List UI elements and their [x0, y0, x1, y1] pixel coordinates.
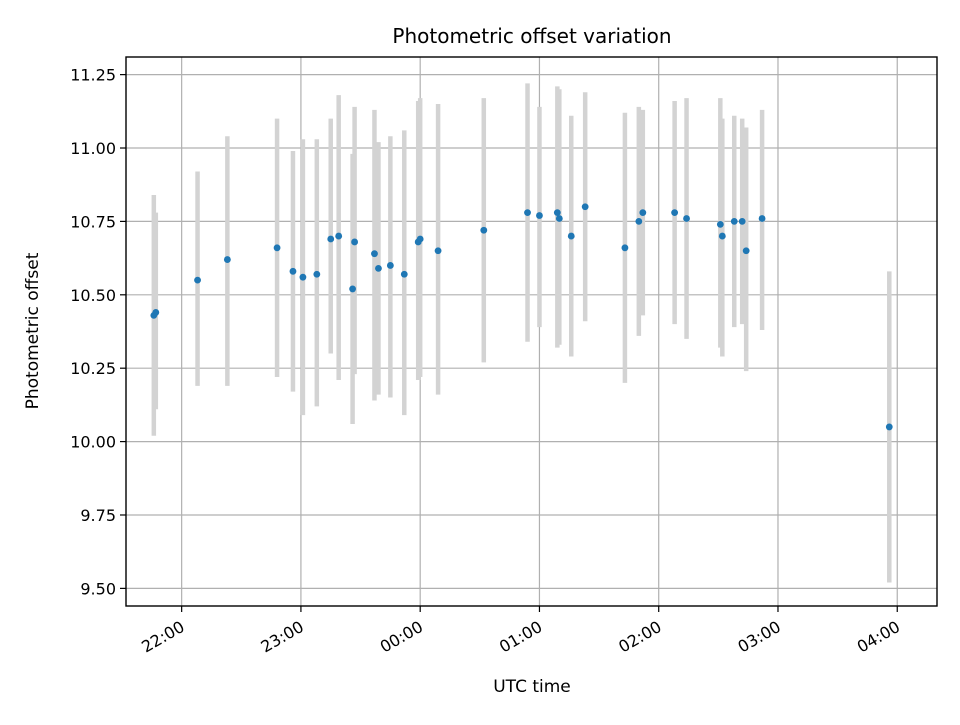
data-point: [327, 235, 335, 243]
data-point: [375, 264, 382, 272]
data-point: [524, 209, 531, 216]
data-point: [480, 226, 488, 234]
data-point: [313, 270, 321, 278]
x-tick-label: 02:00: [615, 617, 664, 657]
data-point: [536, 212, 543, 219]
y-tick-label: 10.25: [70, 359, 116, 378]
x-axis-ticks: 22:00 23:00 00:00 01:00 02:00 03:00 04:00: [138, 606, 903, 657]
error-bars: [151, 83, 892, 583]
y-axis-label: Photometric offset: [23, 252, 43, 409]
x-tick-label: 23:00: [257, 617, 306, 657]
x-tick-label: 22:00: [138, 617, 187, 657]
y-axis-ticks: 9.50 9.75 10.00 10.25 10.50 10.75 11.00 11.25: [70, 66, 126, 598]
data-point: [555, 215, 563, 222]
data-point: [581, 203, 589, 211]
data-point: [742, 247, 750, 255]
data-point: [885, 423, 893, 431]
y-tick-label: 9.75: [80, 506, 116, 525]
plot-frame: [125, 56, 938, 607]
data-point: [683, 215, 690, 222]
data-point: [416, 235, 424, 243]
data-point: [738, 218, 746, 225]
y-tick-label: 10.75: [70, 212, 116, 231]
data-point: [223, 256, 231, 263]
data-point: [194, 276, 201, 284]
x-axis-label: UTC time: [493, 677, 571, 697]
data-point: [730, 218, 738, 225]
data-point: [289, 267, 297, 275]
grid: [126, 57, 937, 606]
chart-title: Photometric offset variation: [392, 24, 671, 48]
data-point: [400, 270, 408, 278]
data-point: [635, 218, 643, 225]
data-point: [386, 262, 394, 269]
x-tick-label: 01:00: [496, 617, 545, 657]
x-tick-label: 04:00: [854, 617, 903, 657]
y-tick-label: 9.50: [80, 579, 116, 598]
y-tick-label: 11.25: [70, 66, 116, 85]
x-tick-label: 03:00: [735, 617, 784, 657]
data-point: [621, 244, 629, 252]
data-point: [351, 238, 358, 246]
y-tick-label: 10.00: [70, 433, 116, 452]
x-tick-label: 00:00: [377, 617, 426, 657]
data-point: [349, 285, 357, 293]
data-point: [567, 232, 575, 240]
data-point: [671, 209, 679, 216]
y-tick-label: 10.50: [70, 286, 116, 305]
data-point: [335, 232, 343, 240]
data-point: [716, 220, 724, 228]
data-point: [718, 232, 726, 240]
data-point: [434, 247, 442, 255]
data-point: [299, 273, 307, 281]
data-point: [758, 215, 766, 222]
data-point: [371, 250, 378, 258]
data-points: [150, 203, 893, 431]
data-point: [639, 209, 647, 216]
data-point: [273, 244, 281, 252]
y-tick-label: 11.00: [70, 139, 116, 158]
data-point: [152, 309, 160, 316]
data-point: [553, 209, 561, 216]
